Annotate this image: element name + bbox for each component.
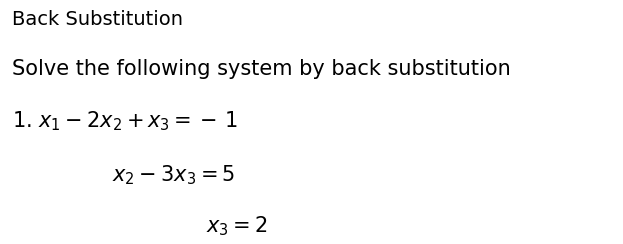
Text: 1. $x_1 - 2x_2 + x_3 = -\,1$: 1. $x_1 - 2x_2 + x_3 = -\,1$ bbox=[12, 110, 239, 133]
Text: $x_3 = 2$: $x_3 = 2$ bbox=[206, 215, 267, 238]
Text: $x_2 - 3x_3 = 5$: $x_2 - 3x_3 = 5$ bbox=[112, 163, 235, 187]
Text: Back Substitution: Back Substitution bbox=[12, 10, 183, 29]
Text: Solve the following system by back substitution: Solve the following system by back subst… bbox=[12, 59, 511, 79]
